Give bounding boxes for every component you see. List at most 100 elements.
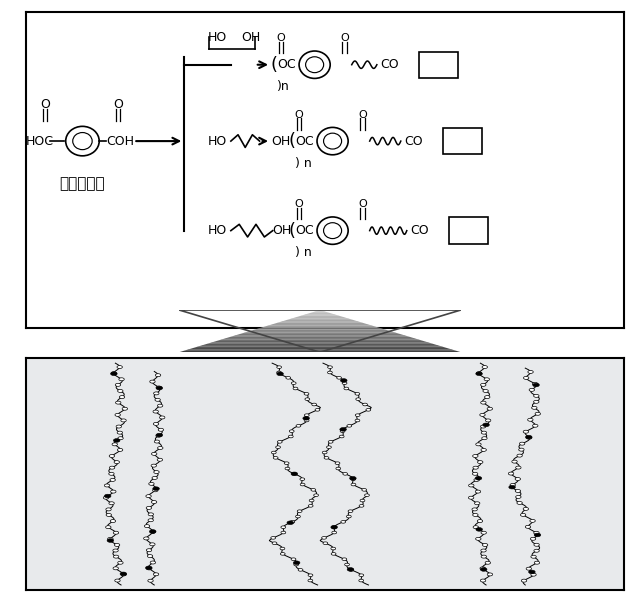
Circle shape	[152, 452, 157, 455]
Circle shape	[484, 378, 490, 381]
Circle shape	[342, 382, 347, 385]
Circle shape	[110, 520, 116, 523]
Polygon shape	[264, 326, 376, 327]
Circle shape	[476, 371, 482, 374]
Circle shape	[151, 464, 156, 467]
Circle shape	[122, 408, 127, 410]
Text: O: O	[358, 110, 367, 120]
Circle shape	[294, 563, 299, 566]
Circle shape	[328, 366, 332, 368]
Circle shape	[145, 566, 152, 569]
Circle shape	[468, 484, 474, 487]
Circle shape	[510, 483, 515, 486]
Circle shape	[531, 573, 536, 576]
Circle shape	[323, 451, 327, 454]
Circle shape	[344, 387, 349, 390]
Circle shape	[113, 555, 119, 558]
Circle shape	[106, 508, 111, 511]
Circle shape	[150, 530, 156, 533]
Polygon shape	[250, 330, 390, 331]
Circle shape	[363, 403, 367, 406]
Text: (: (	[271, 56, 278, 73]
Circle shape	[535, 412, 540, 415]
Circle shape	[154, 573, 159, 576]
Text: (: (	[289, 222, 296, 240]
Circle shape	[159, 416, 165, 419]
Circle shape	[337, 376, 342, 379]
Circle shape	[480, 567, 485, 570]
Circle shape	[474, 502, 480, 504]
Circle shape	[474, 479, 479, 482]
Circle shape	[324, 456, 329, 459]
Circle shape	[534, 533, 541, 537]
Circle shape	[516, 495, 521, 498]
Circle shape	[147, 554, 153, 557]
Circle shape	[293, 561, 300, 565]
Circle shape	[351, 478, 356, 480]
Circle shape	[154, 423, 159, 426]
Text: )n: )n	[277, 80, 290, 93]
Circle shape	[292, 473, 297, 475]
Circle shape	[468, 496, 474, 499]
Text: OC: OC	[295, 224, 314, 237]
Circle shape	[481, 549, 486, 552]
Polygon shape	[292, 317, 348, 318]
Circle shape	[118, 561, 123, 564]
Circle shape	[340, 430, 345, 432]
Circle shape	[349, 476, 356, 480]
Circle shape	[342, 558, 347, 560]
Circle shape	[290, 521, 295, 523]
Circle shape	[272, 542, 277, 545]
Circle shape	[343, 473, 348, 475]
Circle shape	[109, 466, 115, 469]
Circle shape	[331, 547, 336, 550]
Circle shape	[335, 462, 340, 465]
Circle shape	[524, 376, 529, 379]
Circle shape	[113, 531, 118, 534]
Circle shape	[532, 383, 540, 387]
Circle shape	[518, 448, 524, 451]
Circle shape	[347, 568, 354, 571]
Circle shape	[487, 573, 493, 576]
Circle shape	[106, 514, 111, 517]
Circle shape	[515, 489, 520, 492]
Circle shape	[308, 574, 313, 577]
Polygon shape	[207, 343, 433, 344]
Circle shape	[119, 396, 125, 399]
Circle shape	[117, 431, 122, 434]
Polygon shape	[236, 334, 404, 335]
Circle shape	[113, 567, 118, 570]
Polygon shape	[193, 347, 447, 348]
Circle shape	[150, 543, 155, 546]
Polygon shape	[226, 337, 414, 338]
Circle shape	[280, 547, 285, 550]
Circle shape	[523, 430, 529, 433]
Circle shape	[483, 544, 488, 547]
Circle shape	[336, 467, 340, 470]
FancyBboxPatch shape	[419, 52, 458, 78]
Circle shape	[473, 466, 478, 469]
Polygon shape	[301, 314, 339, 315]
Circle shape	[277, 372, 284, 376]
Circle shape	[276, 366, 282, 368]
Circle shape	[328, 371, 332, 374]
Circle shape	[509, 485, 515, 489]
Circle shape	[291, 558, 296, 560]
Circle shape	[289, 435, 293, 438]
Circle shape	[109, 455, 115, 458]
Polygon shape	[179, 351, 461, 352]
Circle shape	[355, 393, 360, 395]
Circle shape	[525, 435, 532, 439]
Circle shape	[485, 561, 490, 564]
Circle shape	[366, 409, 371, 411]
Circle shape	[121, 573, 126, 576]
Circle shape	[534, 549, 540, 552]
Circle shape	[332, 526, 337, 529]
Circle shape	[476, 490, 481, 493]
Circle shape	[157, 458, 163, 461]
Circle shape	[311, 489, 316, 491]
Circle shape	[484, 396, 490, 399]
Circle shape	[157, 404, 163, 407]
Text: OH: OH	[241, 31, 260, 44]
Circle shape	[508, 472, 514, 475]
